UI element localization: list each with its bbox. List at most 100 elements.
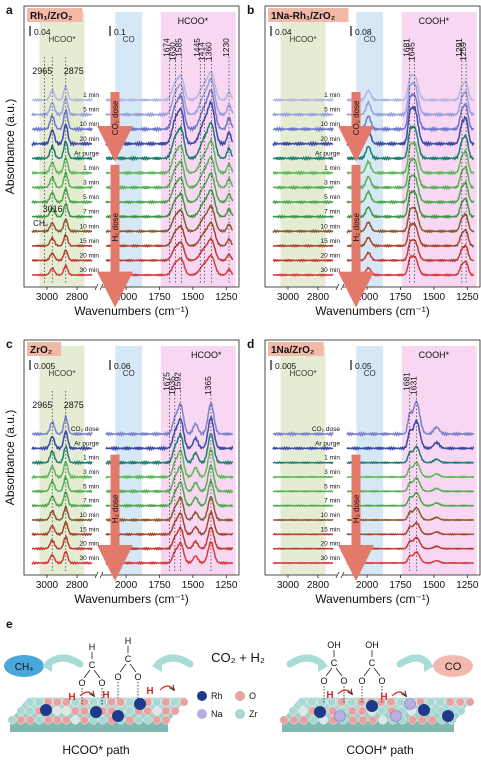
series-label: 5 min (83, 483, 99, 490)
peak-label: 3016 (43, 204, 63, 214)
series-label: 20 min (79, 252, 99, 259)
surface-atom (71, 715, 80, 725)
product-label: CH₄ (15, 662, 34, 673)
atom-label: H (125, 636, 132, 646)
hydrogen-label: H (380, 692, 387, 703)
surface-atom (417, 715, 427, 725)
series-label: 20 min (79, 136, 99, 143)
x-tick-label: 1250 (456, 580, 479, 591)
spectrum-line (272, 189, 475, 220)
panel-title-bg (27, 8, 83, 22)
peak-label: 1675 (162, 372, 172, 391)
series-label: 5 min (324, 483, 340, 490)
surface-atom (52, 706, 62, 716)
series-label: 10 min (320, 121, 340, 128)
co-bubble (433, 655, 473, 677)
spectrum-line (272, 92, 475, 133)
species-label: HCOO* (191, 350, 222, 360)
atom-label: O (320, 676, 327, 686)
dose-label: H₂ dose (352, 212, 361, 241)
x-tick-label: 1250 (456, 292, 479, 303)
flow-arrow-head (424, 658, 434, 672)
chart-panel-a: HCOO* CO 3000 2800 2000 1750 1500 1250 Wavenumbe… (3, 3, 240, 318)
series-label: CO₂ dose (312, 426, 341, 433)
surface-atom (337, 697, 346, 707)
peak-label: 2875 (64, 400, 84, 410)
x-tick-label: 3000 (36, 292, 59, 303)
x-tick-label: 2000 (356, 292, 379, 303)
surface-atom (309, 715, 319, 725)
surface-atom (297, 697, 307, 707)
peak-label: 1259 (458, 42, 468, 61)
peak-label: 1681 (402, 372, 412, 391)
region-band (160, 346, 236, 575)
species-label: COOH* (419, 16, 450, 26)
surface-atom (317, 697, 327, 707)
formate-molecule: HCO O (78, 642, 106, 706)
dose-label: CO₂ dose (111, 100, 120, 135)
spectrum-line (32, 495, 233, 523)
scale-bar-label: 0.1 (114, 27, 126, 37)
series-label: Ar purge (315, 150, 340, 157)
surface-atom (327, 697, 337, 707)
panel-title-bg (27, 342, 61, 356)
x-tick-label: 2800 (307, 292, 330, 303)
surface-atom (307, 697, 317, 707)
series-label: 20 min (79, 541, 99, 548)
panel-title-bg (268, 342, 324, 356)
x-axis-label: Wavenumbers (cm⁻¹) (74, 304, 189, 318)
series-label: 3 min (324, 469, 340, 476)
surface-atom (98, 715, 107, 725)
surface-atom (456, 706, 466, 716)
surface-atom (299, 715, 309, 725)
surface-atom (61, 715, 71, 725)
chart-panel-d: HCOO* CO 3000 2800 2000 1750 1500 1250 Wavenumbe… (247, 337, 481, 606)
spectrum-line (272, 73, 474, 103)
peak-label: 1414 (196, 42, 206, 61)
carboxyl-molecule: OH CO O (358, 640, 386, 704)
series-label: 7 min (83, 209, 99, 216)
surface-atom (16, 715, 26, 725)
series-label: 5 min (83, 194, 99, 201)
surface-atom (143, 706, 153, 716)
spectrum-line (31, 478, 233, 509)
region-label: HCOO* (48, 35, 75, 44)
region-label: HCOO* (48, 369, 75, 378)
x-axis-label: Wavenumbers (cm⁻¹) (315, 304, 430, 318)
series-label: 20 min (320, 541, 340, 548)
spectrum-line (273, 477, 475, 493)
bond (129, 663, 137, 673)
panel-letter: d (247, 337, 254, 351)
peak-label: 1360 (204, 42, 214, 61)
x-tick-label: 1500 (423, 580, 446, 591)
panel-letter: c (6, 337, 13, 351)
series-label: 3 min (324, 180, 340, 187)
series-label: 1 min (324, 92, 340, 99)
flow-arrow-head (318, 658, 328, 672)
series-label: 15 min (79, 238, 99, 245)
surface-atom (43, 715, 53, 725)
surface-atom (7, 715, 17, 725)
x-tick-label: 2800 (66, 292, 89, 303)
panel-letter: b (247, 3, 254, 17)
species-label: HCOO* (178, 16, 209, 26)
bond (325, 667, 333, 677)
surface-atom (161, 715, 171, 725)
peak-label: 1445 (192, 38, 202, 57)
flow-arrow-left-in (154, 654, 194, 668)
spectrum-line (31, 509, 234, 537)
carboxyl-molecule: OH CO O (320, 640, 348, 704)
rh-atom (314, 706, 326, 718)
rh-atom (442, 710, 454, 722)
series-label: 15 min (320, 526, 340, 533)
atom-label: O (340, 676, 347, 686)
surface-atom (368, 715, 378, 725)
spectrum-line (273, 506, 474, 522)
surface-atom (377, 706, 387, 716)
panel-letter: a (6, 3, 13, 17)
atom-label: C (125, 654, 132, 664)
surface-atom (298, 706, 308, 716)
region-label: HCOO* (289, 35, 316, 44)
